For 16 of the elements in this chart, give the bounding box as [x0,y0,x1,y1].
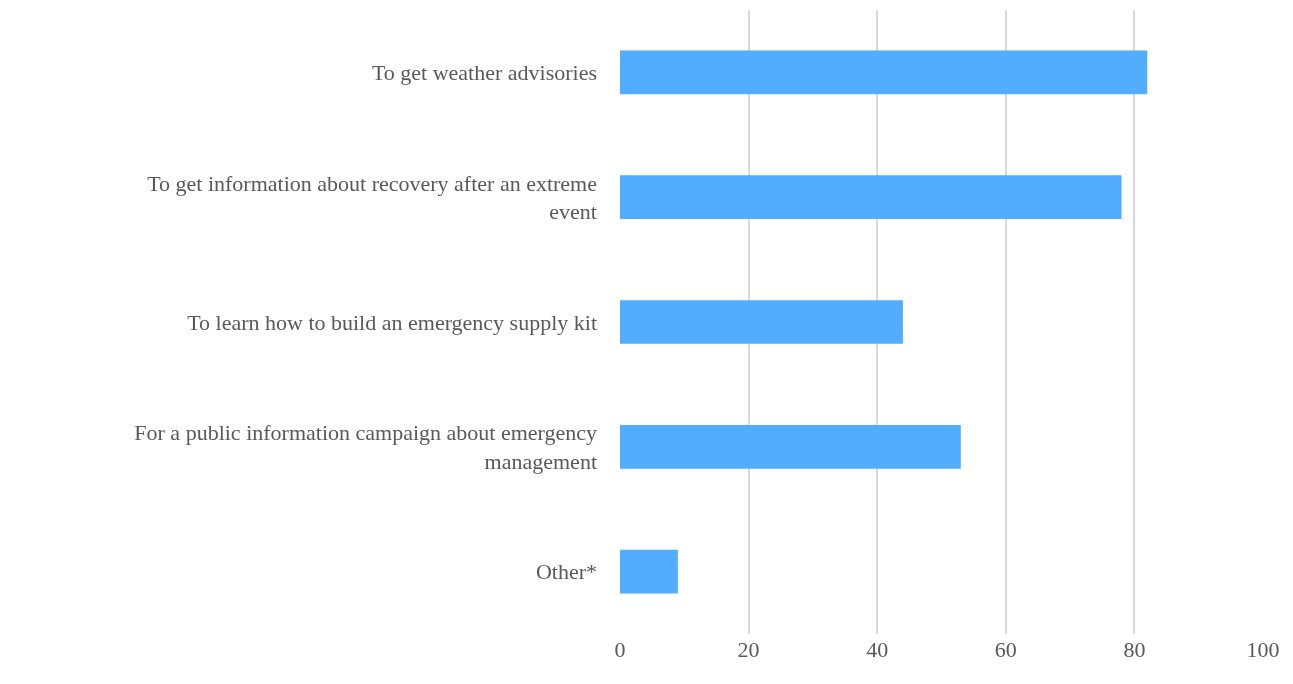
bar [620,175,1122,220]
y-tick-label: To get information about recovery after an extreme event [147,170,597,225]
x-tick-label: 40 [866,637,889,662]
bar [620,424,961,469]
y-tick-label: For a public information campaign about emergency management [134,420,597,474]
x-tick-label: 80 [1123,637,1146,662]
y-tick-label: To get weather advisories [371,60,597,86]
bar [620,50,1148,95]
x-tick-label: 20 [737,637,760,662]
y-tick-label: Other* [535,559,597,585]
x-tick-label: 100 [1246,637,1280,662]
bar [620,300,903,344]
y-tick-label: To learn how to build an emergency supply kit [187,309,597,335]
bar [620,549,678,594]
x-tick-label: 60 [994,637,1017,662]
x-tick-label: 0 [614,637,626,662]
